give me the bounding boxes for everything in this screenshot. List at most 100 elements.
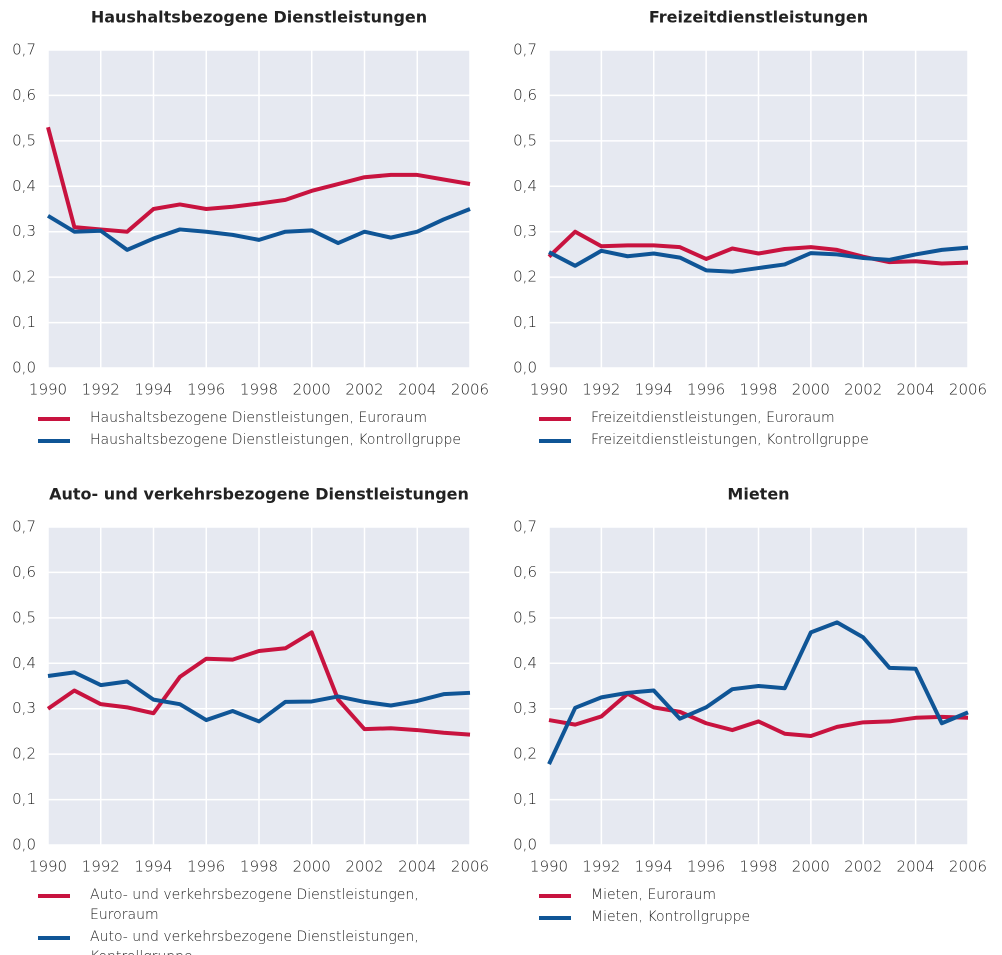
- y-tick-label: 0,6: [12, 86, 36, 104]
- series-line: [47, 670, 471, 724]
- y-tick-label: 0,2: [12, 745, 36, 763]
- x-tick-label: 2002: [844, 858, 882, 876]
- legend: Freizeitdienstleistungen, Euroraum Freize…: [539, 408, 979, 452]
- x-tick-label: 1992: [82, 381, 120, 399]
- x-tick-label: 1998: [739, 381, 777, 399]
- x-tick-label: 2000: [792, 381, 830, 399]
- y-tick-label: 0,2: [12, 268, 36, 286]
- x-tick-label: 1998: [240, 858, 278, 876]
- x-tick-label: 1996: [687, 858, 725, 876]
- y-tick-label: 0,1: [513, 313, 537, 331]
- legend-item: Haushaltsbezogene Dienstleistungen, Kont…: [38, 430, 518, 450]
- x-tick-label: 2000: [293, 858, 331, 876]
- x-tick-label: 2002: [844, 381, 882, 399]
- x-tick-label: 2000: [792, 858, 830, 876]
- y-tick-label: 0,7: [12, 518, 36, 536]
- x-tick-label: 1994: [635, 381, 673, 399]
- x-tick-label: 2006: [451, 858, 489, 876]
- x-tick-label: 1994: [635, 858, 673, 876]
- legend-swatch: [539, 417, 571, 421]
- x-tick-label: 1994: [134, 858, 172, 876]
- y-tick-label: 0,0: [12, 836, 36, 854]
- x-tick-label: 2004: [398, 858, 436, 876]
- legend-label: Auto- und verkehrsbezogene Dienstleistun…: [90, 887, 419, 923]
- x-tick-label: 1994: [134, 381, 172, 399]
- series-line: [46, 126, 471, 234]
- legend-item: Freizeitdienstleistungen, Euroraum: [539, 408, 979, 428]
- y-tick-label: 0,7: [12, 41, 36, 59]
- y-tick-label: 0,3: [12, 222, 36, 240]
- x-tick-label: 2006: [949, 381, 987, 399]
- x-tick-label: 2006: [949, 858, 987, 876]
- y-tick-label: 0,7: [513, 518, 537, 536]
- legend: Haushaltsbezogene Dienstleistungen, Euro…: [38, 408, 518, 452]
- x-tick-label: 2006: [451, 381, 489, 399]
- series-line: [548, 245, 969, 274]
- x-tick-label: 1990: [530, 858, 568, 876]
- x-tick-label: 1996: [187, 858, 225, 876]
- y-tick-label: 0,1: [12, 313, 36, 331]
- x-tick-label: 2004: [897, 858, 935, 876]
- x-tick-label: 1998: [240, 381, 278, 399]
- y-tick-label: 0,5: [12, 131, 36, 149]
- legend-swatch: [38, 936, 70, 940]
- x-tick-label: 1992: [82, 858, 120, 876]
- y-tick-label: 0,0: [513, 836, 537, 854]
- y-tick-label: 0,5: [513, 608, 537, 626]
- legend-item: Freizeitdienstleistungen, Kontrollgruppe: [539, 430, 979, 450]
- legend-item: Haushaltsbezogene Dienstleistungen, Euro…: [38, 408, 518, 428]
- legend-label: Auto- und verkehrsbezogene Dienstleistun…: [90, 929, 419, 955]
- legend-swatch: [38, 894, 70, 898]
- y-tick-label: 0,4: [12, 654, 36, 672]
- x-tick-label: 1992: [582, 381, 620, 399]
- y-tick-label: 0,5: [12, 608, 36, 626]
- x-tick-label: 1992: [582, 858, 620, 876]
- y-tick-label: 0,2: [513, 745, 537, 763]
- legend-swatch: [539, 439, 571, 443]
- legend-label: Mieten, Kontrollgruppe: [591, 909, 751, 925]
- x-tick-label: 2000: [293, 381, 331, 399]
- y-tick-label: 0,7: [513, 41, 537, 59]
- x-tick-label: 2002: [345, 858, 383, 876]
- chart-title: Auto- und verkehrsbezogene Dienstleistun…: [49, 485, 469, 504]
- y-tick-label: 0,5: [513, 131, 537, 149]
- x-tick-label: 1990: [29, 858, 67, 876]
- y-tick-label: 0,3: [12, 699, 36, 717]
- y-tick-label: 0,0: [12, 359, 36, 377]
- legend: Mieten, Euroraum Mieten, Kontrollgruppe: [539, 885, 979, 929]
- legend-label: Haushaltsbezogene Dienstleistungen, Euro…: [90, 410, 427, 426]
- chart-title: Mieten: [727, 485, 789, 504]
- y-tick-label: 0,1: [513, 790, 537, 808]
- y-tick-label: 0,4: [513, 654, 537, 672]
- y-tick-label: 0,2: [513, 268, 537, 286]
- x-tick-label: 1990: [530, 381, 568, 399]
- series-line: [547, 229, 969, 266]
- y-tick-label: 0,3: [513, 222, 537, 240]
- legend-swatch: [38, 439, 70, 443]
- chart-title: Freizeitdienstleistungen: [649, 8, 868, 27]
- legend-item: Mieten, Kontrollgruppe: [539, 907, 979, 927]
- x-tick-label: 1990: [29, 381, 67, 399]
- legend-swatch: [539, 916, 571, 920]
- y-tick-label: 0,3: [513, 699, 537, 717]
- series-line: [46, 630, 471, 737]
- legend: Auto- und verkehrsbezogene Dienstleistun…: [38, 885, 478, 955]
- legend-label: Freizeitdienstleistungen, Euroraum: [591, 410, 835, 426]
- x-tick-label: 1998: [739, 858, 777, 876]
- y-tick-label: 0,6: [513, 563, 537, 581]
- legend-swatch: [539, 894, 571, 898]
- y-tick-label: 0,6: [12, 563, 36, 581]
- series-line: [547, 620, 969, 765]
- legend-item: Auto- und verkehrsbezogene Dienstleistun…: [38, 885, 478, 925]
- series-line: [46, 207, 471, 252]
- y-tick-label: 0,4: [513, 177, 537, 195]
- legend-item: Auto- und verkehrsbezogene Dienstleistun…: [38, 927, 478, 955]
- legend-label: Mieten, Euroraum: [591, 887, 717, 903]
- series-line: [548, 691, 969, 738]
- x-tick-label: 2004: [398, 381, 436, 399]
- legend-label: Freizeitdienstleistungen, Kontrollgruppe: [591, 432, 869, 448]
- legend-label: Haushaltsbezogene Dienstleistungen, Kont…: [90, 432, 462, 448]
- chart-title: Haushaltsbezogene Dienstleistungen: [91, 8, 427, 27]
